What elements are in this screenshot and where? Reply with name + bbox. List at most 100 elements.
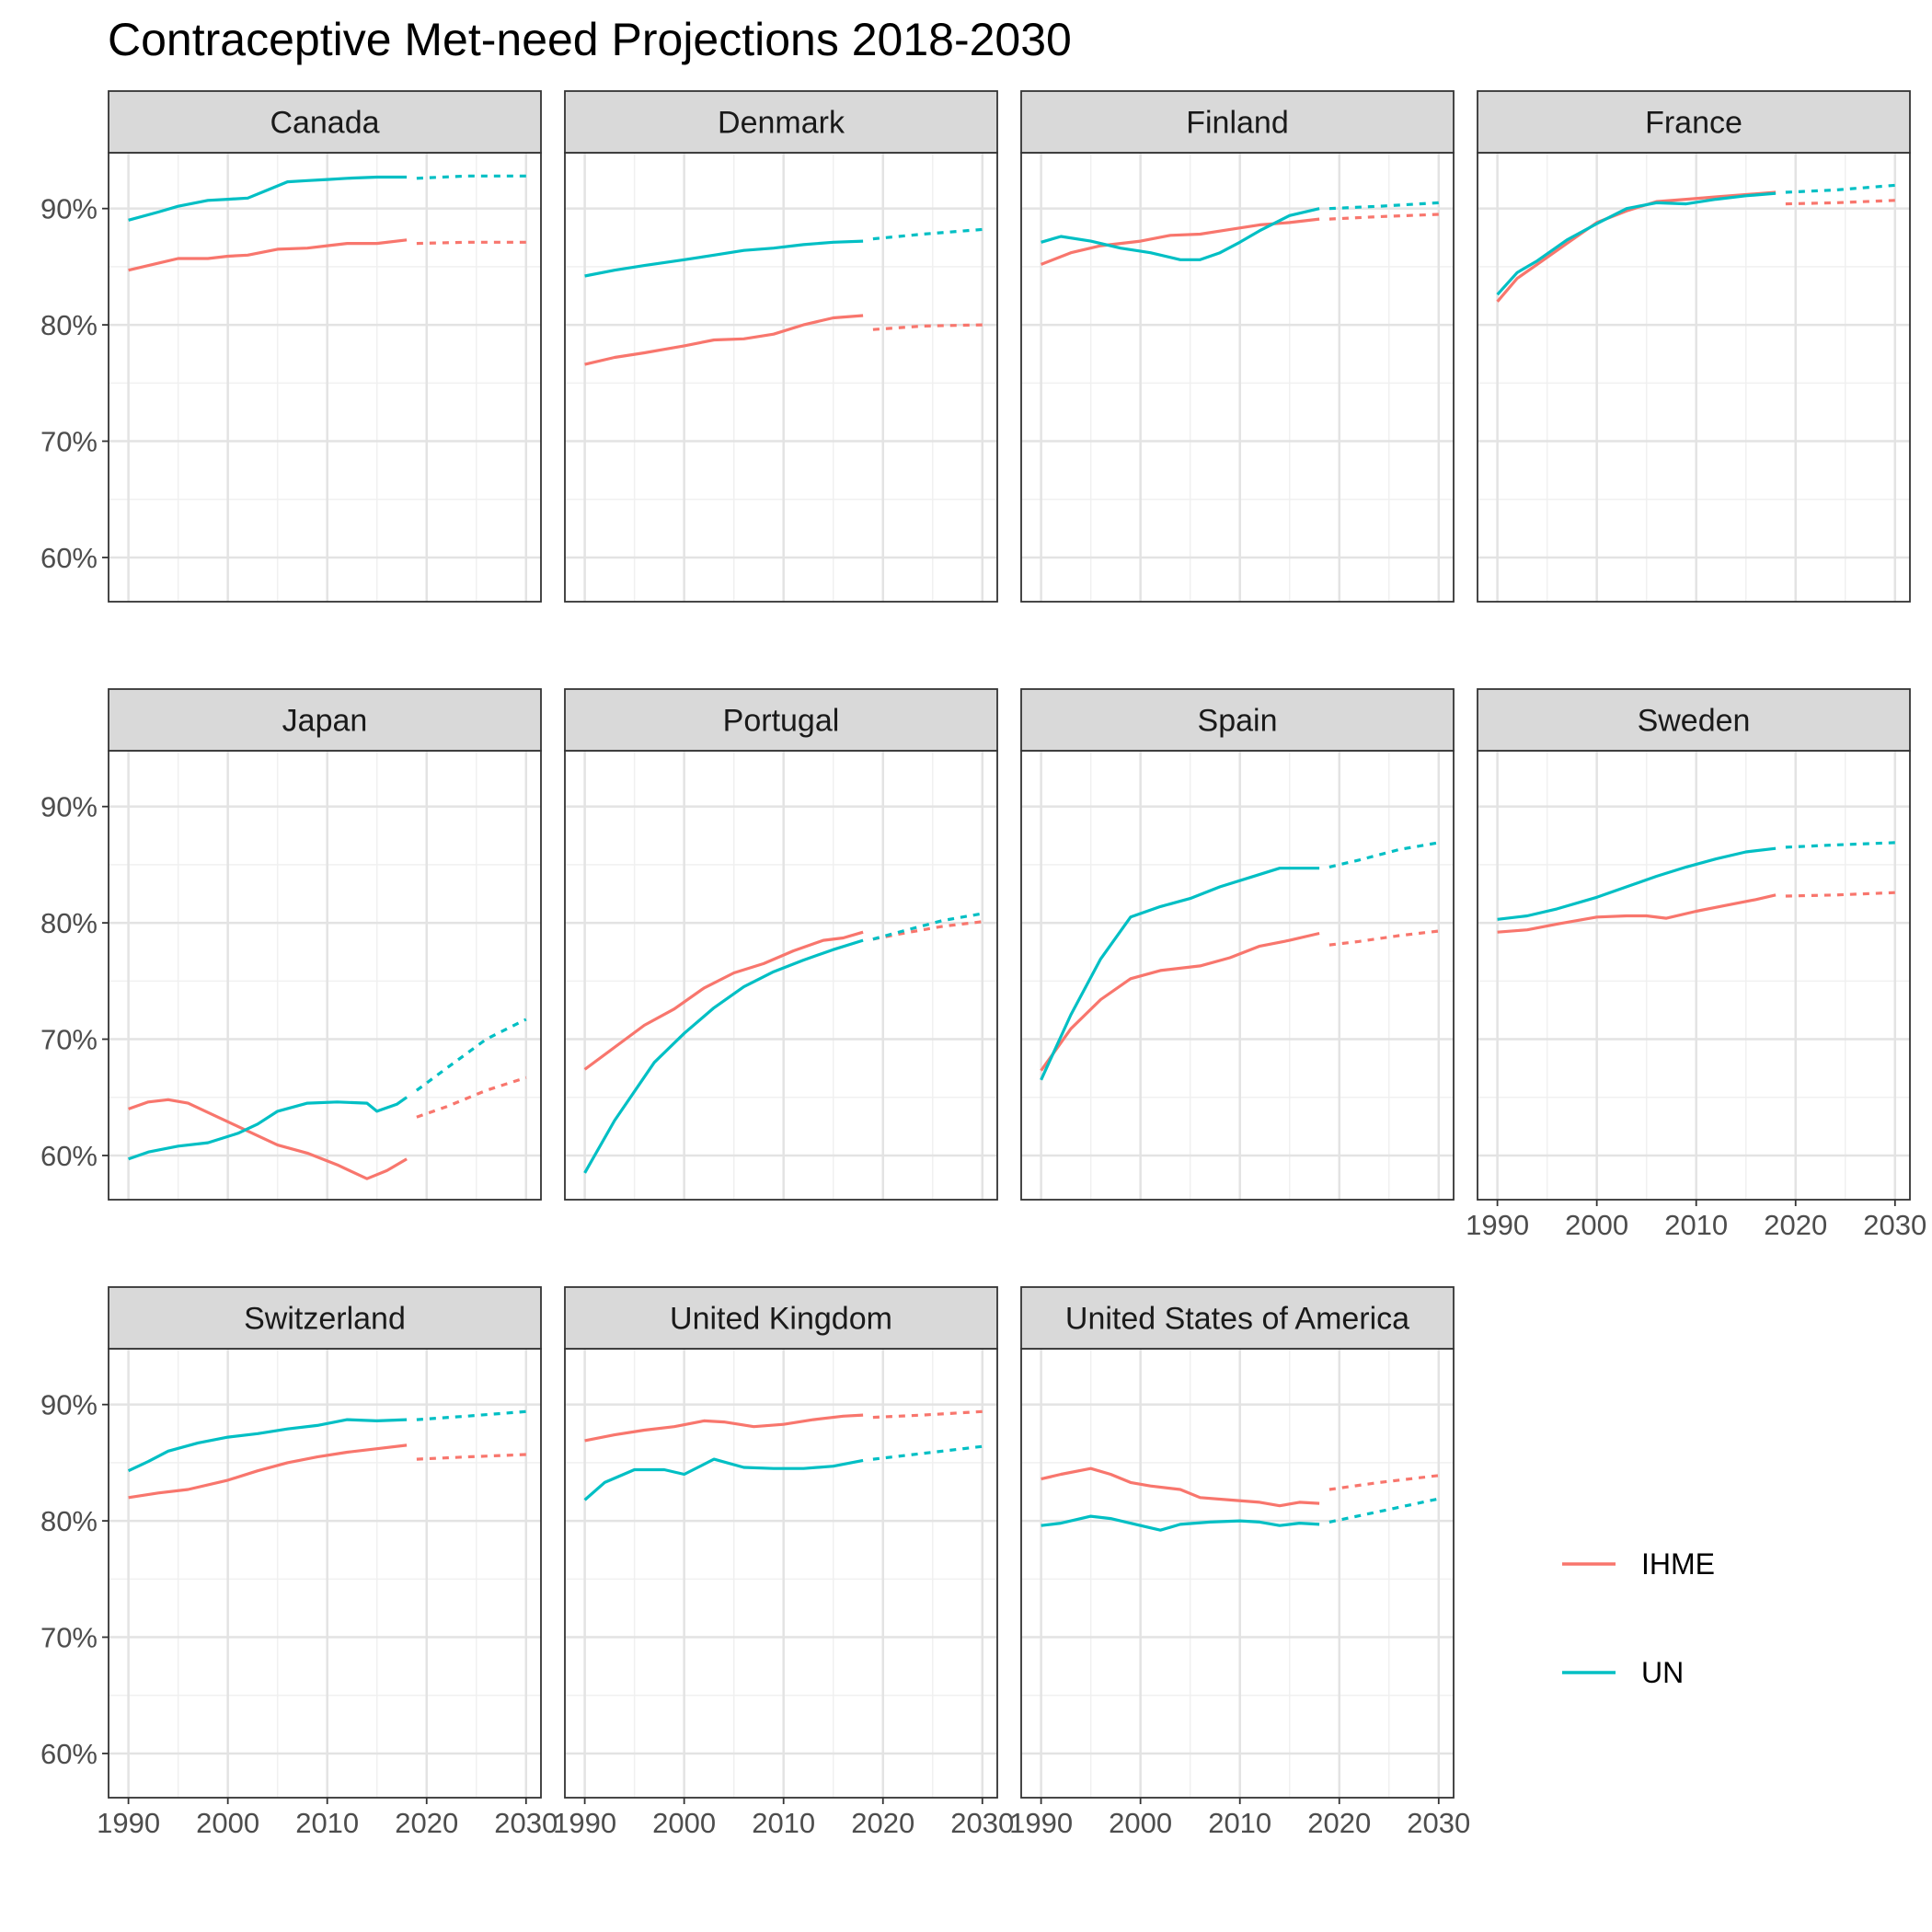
x-tick-label: 2030 — [950, 1807, 1014, 1839]
line-un-projected — [1785, 841, 1895, 849]
chart-title: Contraceptive Met-need Projections 2018-… — [108, 14, 1072, 65]
line-un-observed — [127, 1418, 408, 1473]
line-un-observed — [128, 1096, 408, 1161]
line-un-observed — [1497, 846, 1777, 921]
line-ihme-observed — [583, 930, 864, 1071]
facet-strip — [564, 90, 998, 154]
line-un-projected — [1328, 201, 1439, 211]
y-tick-label: 90% — [40, 193, 98, 225]
panel-canada: Canada 60% 70% 80% 90% — [40, 90, 542, 603]
facet-strip — [1477, 688, 1911, 752]
y-tick-label: 60% — [40, 542, 98, 574]
panel-switzerland: Switzerland 60% 70% 80% 90% 1990 2000 2010 2020 2… — [40, 1286, 558, 1839]
line-ihme-projected — [1785, 891, 1895, 898]
facet-strip — [1020, 688, 1455, 752]
y-tick-label: 70% — [40, 1622, 98, 1654]
x-tick-label: 1990 — [553, 1807, 616, 1839]
x-tick-label: 2010 — [295, 1807, 359, 1839]
panel-background — [109, 153, 541, 602]
line-un-projected — [415, 1018, 527, 1092]
line-un-observed — [1040, 867, 1320, 1081]
line-un-projected — [872, 912, 983, 941]
line-ihme-observed — [584, 314, 864, 366]
facet-strip — [1020, 90, 1455, 154]
facet-strip-label: Japan — [282, 704, 368, 739]
x-tick-label: 1990 — [97, 1807, 160, 1839]
line-ihme-observed — [128, 1098, 408, 1180]
line-un-projected — [872, 1444, 983, 1461]
line-ihme-projected — [416, 1075, 527, 1119]
y-tick-label: 60% — [40, 1738, 98, 1770]
facet-strip-label: Finland — [1186, 106, 1289, 141]
panel-united-states-of-america: United States of America 1990 2000 2010 2020… — [1009, 1286, 1470, 1839]
panel-background — [1478, 153, 1910, 602]
x-tick-label: 2010 — [752, 1807, 815, 1839]
facet-strip — [108, 1286, 542, 1350]
line-ihme-projected — [1785, 199, 1895, 206]
facet-strip — [1477, 90, 1911, 154]
y-tick-label: 90% — [40, 791, 98, 823]
line-ihme-observed — [584, 1413, 864, 1443]
facet-strip-label: United Kingdom — [670, 1302, 892, 1337]
x-tick-label: 2020 — [1307, 1807, 1371, 1839]
x-tick-label: 2020 — [1764, 1209, 1827, 1241]
x-tick-label: 2030 — [1863, 1209, 1926, 1241]
line-un-observed — [583, 1457, 864, 1501]
facet-strip-label: Switzerland — [244, 1302, 406, 1337]
panel-background — [565, 751, 997, 1200]
panel-background — [565, 153, 997, 602]
line-ihme-observed — [128, 1443, 408, 1500]
panel-sweden: Sweden 1990 2000 2010 2020 2030 — [1466, 688, 1926, 1241]
facet-strip-label: Sweden — [1638, 704, 1751, 739]
panels-group: Canada 60% 70% 80% 90% Denmark Finland France Ja… — [40, 90, 1926, 1839]
line-un-projected — [872, 227, 983, 241]
line-un-projected — [1328, 841, 1440, 868]
facet-strip — [564, 688, 998, 752]
facet-strip — [108, 688, 542, 752]
line-un-projected — [416, 174, 526, 180]
panel-portugal: Portugal — [564, 688, 998, 1201]
line-ihme-projected — [1328, 213, 1439, 221]
panel-spain: Spain — [1020, 688, 1455, 1201]
line-ihme-projected — [1328, 929, 1439, 947]
x-tick-label: 2010 — [1208, 1807, 1271, 1839]
line-ihme-projected — [1328, 1474, 1439, 1491]
line-ihme-projected — [416, 1453, 526, 1461]
x-tick-label: 2030 — [1407, 1807, 1470, 1839]
panel-japan: Japan 60% 70% 80% 90% — [40, 688, 542, 1201]
x-tick-label: 2020 — [851, 1807, 914, 1839]
line-un-observed — [1041, 207, 1320, 261]
line-ihme-projected — [872, 1409, 983, 1420]
line-un-projected — [416, 1409, 526, 1421]
legend-label-ihme: IHME — [1641, 1547, 1715, 1581]
facet-strip — [564, 1286, 998, 1350]
line-un-projected — [1785, 183, 1895, 194]
line-ihme-observed — [128, 238, 408, 272]
line-un-observed — [1041, 1514, 1320, 1532]
y-tick-label: 80% — [40, 907, 98, 939]
x-tick-label: 2000 — [1565, 1209, 1628, 1241]
panel-background — [1021, 1349, 1454, 1798]
line-ihme-observed — [1496, 190, 1777, 303]
y-tick-label: 70% — [40, 426, 98, 458]
x-tick-label: 2010 — [1664, 1209, 1728, 1241]
legend: IHME UN — [1562, 1547, 1715, 1689]
legend-label-un: UN — [1641, 1656, 1684, 1689]
y-tick-label: 90% — [40, 1389, 98, 1421]
x-tick-label: 1990 — [1466, 1209, 1529, 1241]
panel-background — [1478, 751, 1910, 1200]
facet-strip — [1020, 1286, 1455, 1350]
line-ihme-projected — [416, 240, 526, 246]
line-un-observed — [1496, 191, 1777, 296]
line-ihme-projected — [872, 323, 983, 331]
line-un-observed — [584, 239, 864, 278]
panel-finland: Finland — [1020, 90, 1455, 603]
y-tick-label: 70% — [40, 1024, 98, 1056]
facet-strip-label: Spain — [1198, 704, 1278, 739]
line-ihme-observed — [1497, 893, 1777, 934]
facet-strip-label: Denmark — [718, 106, 845, 141]
line-un-observed — [583, 938, 864, 1174]
line-un-observed — [128, 175, 408, 222]
facet-strip — [108, 90, 542, 154]
